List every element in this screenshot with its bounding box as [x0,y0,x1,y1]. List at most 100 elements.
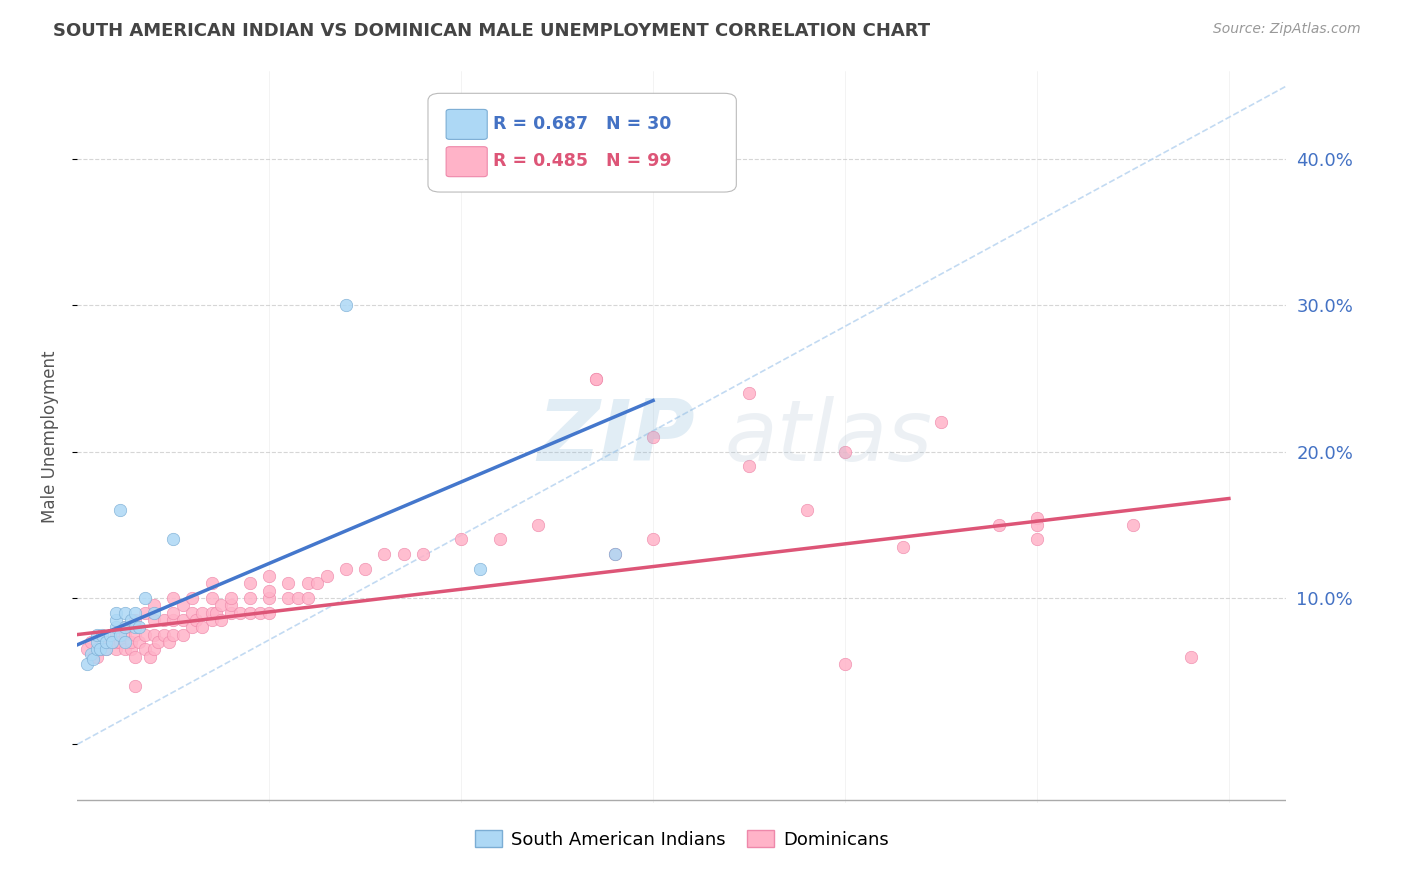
Point [191,620,214,634]
Point [101,635,124,649]
Point [201,606,224,620]
Point [392,547,415,561]
Point [80,647,103,661]
Point [181,606,204,620]
Point [239,606,262,620]
Point [114,620,136,634]
Point [104,613,127,627]
Point [104,635,127,649]
Point [159,635,181,649]
Point [124,620,146,634]
Point [239,576,262,591]
Point [143,627,166,641]
Point [94,642,117,657]
Point [139,649,162,664]
Point [114,620,136,634]
Point [603,547,626,561]
Point [307,576,329,591]
Point [86,642,108,657]
Point [643,533,665,547]
Point [204,606,226,620]
Point [201,613,224,627]
Point [738,386,761,401]
Point [114,627,136,641]
Point [98,627,121,641]
Point [134,642,156,657]
Point [219,591,242,605]
Point [585,371,607,385]
Point [143,606,166,620]
Point [104,627,127,641]
FancyBboxPatch shape [446,146,488,177]
Point [297,591,319,605]
Point [335,298,357,312]
Point [89,642,111,657]
Point [412,547,434,561]
Point [162,613,184,627]
Point [134,606,156,620]
Point [89,642,111,657]
Point [172,613,194,627]
Text: SOUTH AMERICAN INDIAN VS DOMINICAN MALE UNEMPLOYMENT CORRELATION CHART: SOUTH AMERICAN INDIAN VS DOMINICAN MALE … [53,22,931,40]
Text: atlas: atlas [724,395,932,479]
Point [162,627,184,641]
Point [128,620,150,634]
Point [94,635,117,649]
Point [143,613,166,627]
Point [162,606,184,620]
Point [76,657,98,671]
Point [297,576,319,591]
Point [209,599,232,613]
Point [527,517,550,532]
Point [86,627,108,641]
Text: R = 0.687   N = 30: R = 0.687 N = 30 [494,115,672,134]
Text: Source: ZipAtlas.com: Source: ZipAtlas.com [1213,22,1361,37]
FancyBboxPatch shape [427,94,737,192]
Point [219,599,242,613]
Point [108,635,131,649]
Point [181,620,204,634]
Point [162,591,184,605]
Point [82,652,104,666]
Point [120,613,142,627]
Point [124,679,146,693]
Point [134,627,156,641]
Point [94,635,117,649]
Point [120,635,142,649]
Point [796,503,818,517]
Point [834,444,856,458]
Point [114,635,136,649]
Point [249,606,271,620]
Point [114,606,136,620]
FancyBboxPatch shape [446,110,488,139]
Point [124,627,146,641]
Point [239,591,262,605]
Point [104,606,127,620]
Point [488,533,510,547]
Point [143,599,166,613]
Legend: South American Indians, Dominicans: South American Indians, Dominicans [468,822,896,856]
Point [104,620,127,634]
Point [259,569,281,583]
Point [373,547,395,561]
Point [287,591,309,605]
Point [186,613,208,627]
Point [108,503,131,517]
Point [128,635,150,649]
Point [315,569,337,583]
Point [201,591,224,605]
Point [134,591,156,605]
Point [1026,533,1049,547]
Point [259,591,281,605]
Point [162,533,184,547]
Point [172,627,194,641]
Point [80,635,103,649]
Point [101,635,124,649]
Point [108,627,131,641]
Point [738,459,761,474]
Point [1122,517,1144,532]
Point [76,642,98,657]
Point [91,627,114,641]
Text: ZIP: ZIP [537,395,695,479]
Point [259,606,281,620]
